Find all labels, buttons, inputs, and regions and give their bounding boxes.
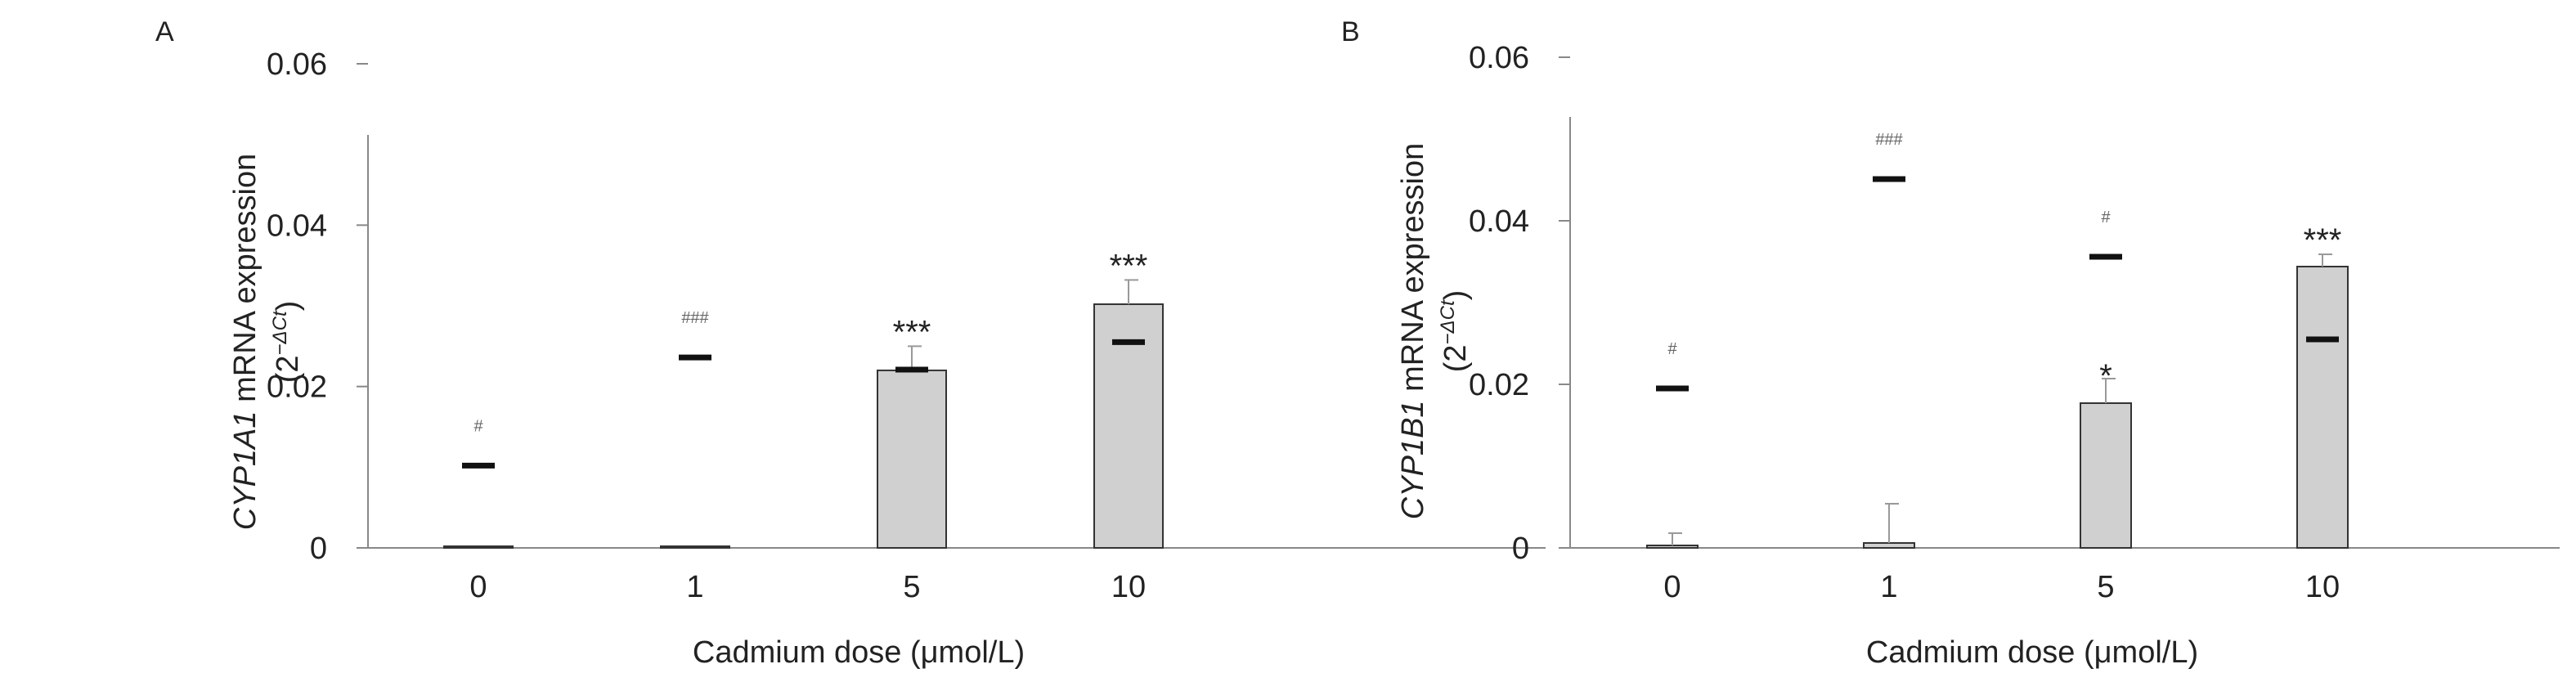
x-tick-label-a-1: 1: [686, 570, 703, 604]
svg-text:(2−ΔCt): (2−ΔCt): [1437, 290, 1473, 373]
y-axis-unit-close-a: ): [271, 301, 305, 312]
y-tick-label-b-1: 0.02: [1469, 368, 1529, 402]
x-tick-label-b-1: 1: [1880, 570, 1897, 604]
annotation-a-0: #: [473, 417, 483, 435]
y-axis-unit-exp-b: −ΔCt: [1437, 299, 1459, 344]
x-tick-labels-b: 0 1 5 10: [1663, 570, 2340, 604]
svg-text:CYP1B1 mRNA expression: CYP1B1 mRNA expression: [1396, 143, 1430, 519]
x-tick-label-a-0: 0: [469, 570, 487, 604]
reference-marks-b: [1656, 176, 2339, 392]
bar-a-0: [443, 545, 514, 550]
error-bars-a: [908, 279, 1138, 370]
y-axis-suffix-b: mRNA expression: [1396, 143, 1430, 401]
error-bars-b: [1668, 254, 2332, 545]
x-tick-label-a-2: 5: [903, 570, 920, 604]
bar-b-1: [1863, 542, 1915, 549]
annotation-b-3: ***: [2304, 222, 2342, 258]
annotations-b: #####****: [1667, 131, 2341, 394]
y-ticks-b: 0 0.02 0.04 0.06: [1469, 41, 1570, 566]
annotation-a-2: ***: [893, 314, 931, 350]
y-axis-unit-base-a: (2: [271, 355, 305, 383]
y-axis-gene-a: CYP1A1: [228, 411, 263, 530]
x-tick-labels-a: 0 1 5 10: [469, 570, 1146, 604]
annotations-a: #### ******: [473, 248, 1147, 435]
bar-b-0: [1646, 545, 1699, 549]
y-axis-unit-base-b: (2: [1438, 344, 1473, 372]
y-axis-label-a: CYP1A1 mRNA expression (2−ΔCt): [228, 154, 305, 530]
y-axis-suffix-a: mRNA expression: [228, 154, 263, 411]
y-tick-label-a-1: 0.02: [267, 370, 327, 405]
y-axis-label-b: CYP1B1 mRNA expression (2−ΔCt): [1396, 143, 1473, 519]
x-axis-label-b: Cadmium dose (μmol/L): [1866, 635, 2198, 670]
bar-a-2: [877, 369, 947, 549]
y-axis-unit-exp-a: −ΔCt: [269, 310, 291, 355]
y-tick-label-b-2: 0.04: [1469, 204, 1529, 239]
annotation-a-3: ***: [1110, 248, 1148, 284]
svg-text:(2−ΔCt): (2−ΔCt): [269, 301, 305, 384]
bar-b-3: [2296, 266, 2349, 549]
x-tick-label-b-3: 10: [2305, 570, 2340, 604]
svg-text:CYP1A1 mRNA expression: CYP1A1 mRNA expression: [228, 154, 263, 530]
y-tick-label-b-3: 0.06: [1469, 41, 1529, 75]
y-axis-unit-close-b: ): [1438, 290, 1473, 301]
y-tick-label-b-0: 0: [1512, 532, 1529, 566]
annotation-a-1: ###: [681, 309, 709, 327]
y-tick-label-a-3: 0.06: [267, 47, 327, 82]
annotation-b-1: ###: [1875, 131, 1903, 149]
annotation-b-2: #: [2101, 209, 2111, 227]
x-axis-label-a: Cadmium dose (μmol/L): [693, 635, 1025, 670]
y-tick-label-a-0: 0: [310, 532, 327, 566]
bar-annotation-b-2: *: [2099, 358, 2112, 394]
y-ticks-a: 0 0.02 0.04 0.06: [267, 47, 368, 566]
y-tick-label-a-2: 0.04: [267, 209, 327, 243]
x-tick-label-a-3: 10: [1111, 570, 1146, 604]
reference-marks-a: [462, 339, 1145, 469]
bars-b: [1646, 266, 2349, 549]
panel-label-b: B: [1341, 16, 1360, 47]
x-tick-label-b-2: 5: [2097, 570, 2114, 604]
chart-panel-a: A 00.020.040.06 #### ****** 0 1 5 10 Cadmium…: [155, 16, 1546, 670]
chart-panel-b: B 00.020.040.06 #####**** 0 1 5 10 Cadmium …: [1341, 16, 2560, 670]
x-tick-label-b-0: 0: [1663, 570, 1681, 604]
panel-label-a: A: [155, 16, 174, 47]
bar-b-2: [2080, 402, 2132, 549]
bars-a: [443, 303, 1164, 550]
annotation-b-0: #: [1667, 340, 1677, 358]
bar-a-1: [660, 545, 730, 550]
y-axis-gene-b: CYP1B1: [1396, 400, 1430, 519]
